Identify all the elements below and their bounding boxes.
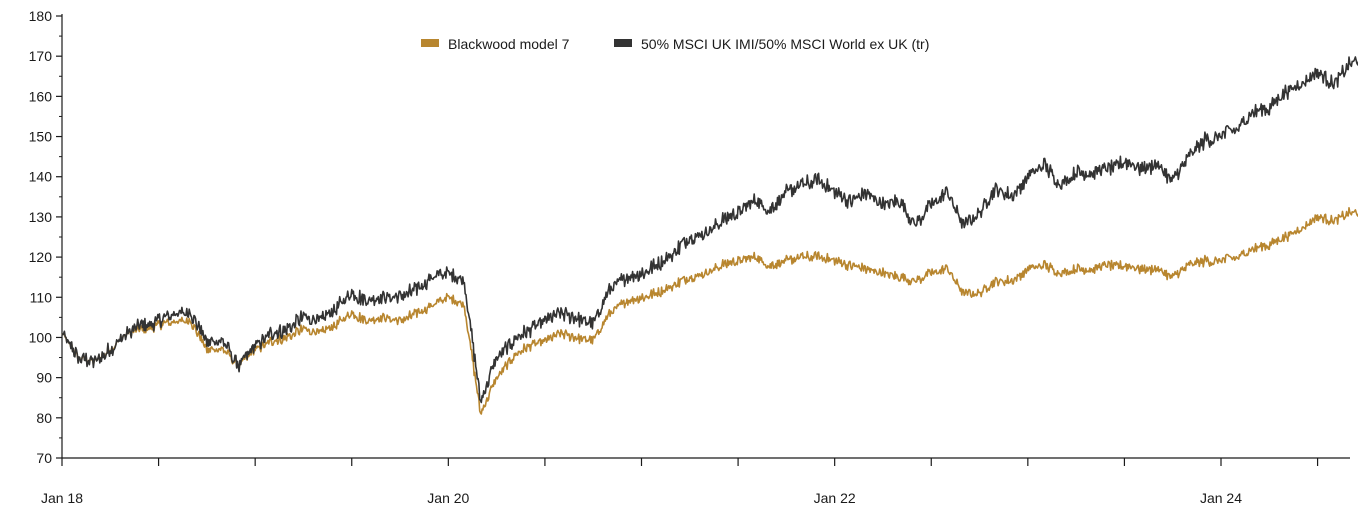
legend: Blackwood model 7 50% MSCI UK IMI/50% MS… bbox=[421, 36, 929, 52]
y-tick-label: 150 bbox=[29, 129, 53, 145]
series-layer bbox=[61, 56, 1358, 415]
y-tick-label: 170 bbox=[29, 48, 53, 64]
x-tick-label: Jan 24 bbox=[1200, 490, 1242, 506]
y-tick-label: 160 bbox=[29, 88, 53, 104]
legend-label-blackwood: Blackwood model 7 bbox=[448, 36, 570, 52]
series-line-benchmark bbox=[61, 56, 1358, 404]
y-tick-label: 130 bbox=[29, 209, 53, 225]
x-tick-label: Jan 20 bbox=[427, 490, 469, 506]
y-tick-label: 100 bbox=[29, 329, 53, 345]
y-tick-label: 70 bbox=[36, 450, 52, 466]
legend-swatch-blackwood bbox=[421, 39, 439, 47]
y-tick-label: 80 bbox=[36, 410, 52, 426]
x-tick-label: Jan 22 bbox=[814, 490, 856, 506]
x-tick-label: Jan 18 bbox=[41, 490, 83, 506]
y-tick-label: 120 bbox=[29, 249, 53, 265]
y-tick-label: 110 bbox=[30, 289, 53, 305]
y-tick-label: 180 bbox=[29, 8, 53, 24]
legend-swatch-benchmark bbox=[614, 39, 632, 47]
legend-label-benchmark: 50% MSCI UK IMI/50% MSCI World ex UK (tr… bbox=[641, 36, 929, 52]
series-line-blackwood bbox=[61, 207, 1358, 415]
y-tick-label: 140 bbox=[29, 169, 53, 185]
x-axis: Jan 18 Jan 20 Jan 22 Jan 24 bbox=[41, 457, 1350, 506]
y-tick-label: 90 bbox=[36, 370, 52, 386]
y-axis: 70 80 90 100 110 120 130 140 150 160 170 180 bbox=[29, 8, 63, 466]
